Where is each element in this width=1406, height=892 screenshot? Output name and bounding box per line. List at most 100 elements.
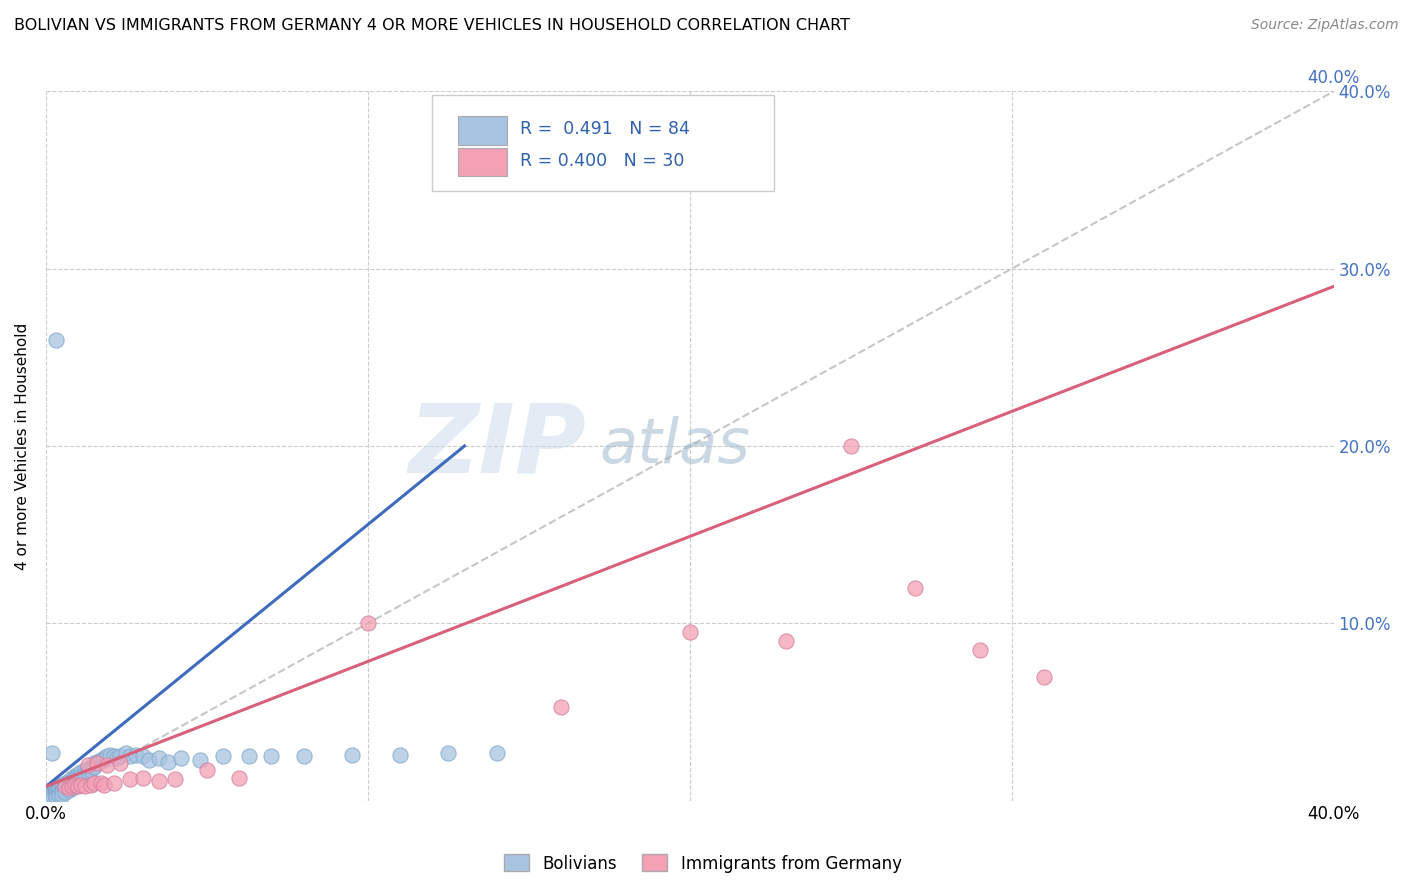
Point — [58, 783, 80, 797]
Point — [138, 753, 160, 767]
Point — [389, 747, 412, 762]
Point — [51, 780, 73, 794]
Point — [41, 792, 63, 806]
Point — [53, 781, 76, 796]
Point — [131, 771, 153, 785]
Point — [67, 771, 90, 785]
Point — [148, 751, 170, 765]
Point — [45, 790, 67, 805]
Text: BOLIVIAN VS IMMIGRANTS FROM GERMANY 4 OR MORE VEHICLES IN HOUSEHOLD CORRELATION : BOLIVIAN VS IMMIGRANTS FROM GERMANY 4 OR… — [14, 18, 851, 33]
Point — [108, 756, 131, 771]
Point — [67, 778, 90, 792]
Point — [51, 778, 73, 792]
Point — [485, 746, 508, 760]
Point — [148, 774, 170, 789]
Point — [67, 767, 90, 781]
Point — [679, 625, 702, 640]
Point — [60, 774, 83, 789]
Point — [73, 764, 96, 778]
Point — [53, 785, 76, 799]
Point — [969, 643, 991, 657]
Point — [63, 776, 86, 790]
Point — [125, 747, 148, 762]
Point — [83, 756, 105, 771]
Point — [60, 778, 83, 792]
Point — [260, 749, 283, 764]
Point — [80, 760, 103, 774]
Point — [96, 749, 118, 764]
Point — [131, 749, 153, 764]
Point — [73, 767, 96, 781]
Point — [90, 776, 112, 790]
Point — [83, 776, 105, 790]
Point — [45, 333, 67, 347]
Point — [63, 769, 86, 783]
Point — [80, 778, 103, 792]
Text: atlas: atlas — [600, 416, 751, 476]
Point — [45, 787, 67, 801]
Point — [550, 699, 572, 714]
Point — [357, 616, 380, 631]
Point — [48, 783, 70, 797]
Point — [45, 785, 67, 799]
Point — [51, 789, 73, 803]
Point — [41, 785, 63, 799]
Point — [115, 746, 138, 760]
Point — [60, 771, 83, 785]
Point — [775, 634, 797, 648]
Point — [67, 774, 90, 789]
Point — [98, 747, 121, 762]
Point — [1032, 669, 1054, 683]
Point — [70, 765, 93, 780]
Point — [118, 772, 141, 787]
Point — [41, 787, 63, 801]
Point — [190, 753, 212, 767]
Point — [90, 753, 112, 767]
Point — [70, 778, 93, 792]
Point — [228, 771, 250, 785]
Point — [45, 783, 67, 797]
Point — [53, 778, 76, 792]
Point — [51, 783, 73, 797]
Point — [96, 758, 118, 772]
Point — [48, 781, 70, 796]
Legend: Bolivians, Immigrants from Germany: Bolivians, Immigrants from Germany — [498, 847, 908, 880]
Text: R = 0.400   N = 30: R = 0.400 N = 30 — [520, 152, 685, 169]
Point — [86, 755, 108, 769]
Point — [58, 781, 80, 796]
Point — [238, 749, 260, 764]
Point — [839, 439, 862, 453]
Point — [76, 758, 98, 772]
Point — [53, 776, 76, 790]
Text: ZIP: ZIP — [409, 400, 586, 492]
Point — [93, 778, 115, 792]
Point — [437, 746, 460, 760]
Point — [93, 751, 115, 765]
Point — [58, 780, 80, 794]
Point — [103, 776, 125, 790]
Point — [41, 746, 63, 760]
Point — [195, 764, 218, 778]
Point — [73, 780, 96, 794]
Point — [38, 785, 60, 799]
Point — [60, 781, 83, 796]
Point — [48, 780, 70, 794]
Point — [45, 781, 67, 796]
Point — [70, 769, 93, 783]
Text: Source: ZipAtlas.com: Source: ZipAtlas.com — [1251, 18, 1399, 32]
Bar — [458, 116, 508, 145]
Point — [48, 787, 70, 801]
Point — [157, 755, 180, 769]
Point — [63, 780, 86, 794]
Point — [41, 790, 63, 805]
Point — [38, 789, 60, 803]
Point — [170, 751, 193, 765]
Point — [212, 749, 235, 764]
Point — [48, 789, 70, 803]
Text: R =  0.491   N = 84: R = 0.491 N = 84 — [520, 120, 690, 138]
Point — [58, 774, 80, 789]
Point — [67, 780, 90, 794]
Point — [45, 789, 67, 803]
Point — [292, 749, 315, 764]
Point — [60, 780, 83, 794]
